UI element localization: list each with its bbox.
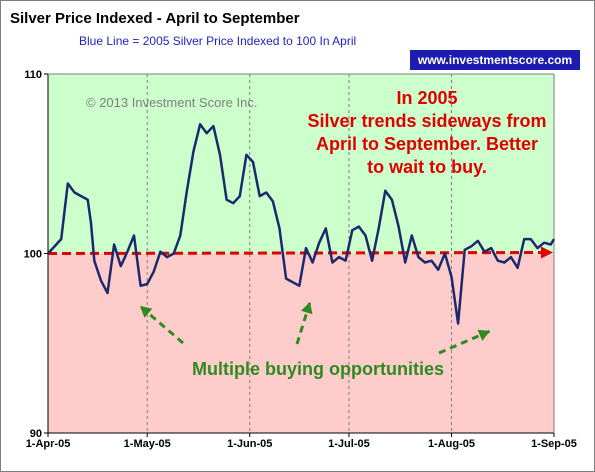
x-tick-label: 1-May-05 bbox=[124, 438, 171, 450]
annotation-red-line-1: In 2005 bbox=[396, 88, 457, 108]
annotation-red-line-2: Silver trends sideways from bbox=[307, 111, 546, 131]
y-tick-label: 100 bbox=[24, 249, 42, 261]
green-arrowhead bbox=[140, 306, 153, 318]
annotation-green-text: Multiple buying opportunities bbox=[192, 359, 444, 379]
series-line bbox=[47, 123, 556, 325]
site-badge-text: www.investmentscore.com bbox=[417, 53, 572, 67]
plot-area: 1-Apr-05 1-May-05 1-Jun-05 1-Jul-05 1-Aug-05… bbox=[24, 69, 577, 450]
copyright-text: © 2013 Investment Score Inc. bbox=[86, 95, 257, 110]
chart-subtitle: Blue Line = 2005 Silver Price Indexed to… bbox=[79, 34, 356, 48]
x-tick-label: 1-Jun-05 bbox=[227, 438, 272, 450]
y-tick-label: 90 bbox=[30, 428, 42, 440]
site-badge bbox=[410, 50, 580, 70]
lower-band bbox=[48, 253, 554, 433]
x-tick-label: 1-Aug-05 bbox=[428, 438, 475, 450]
green-arrowhead bbox=[477, 329, 490, 341]
green-arrow-shaft bbox=[438, 329, 491, 355]
baseline-arrowhead bbox=[541, 246, 553, 259]
upper-band bbox=[48, 74, 554, 254]
x-tick-label: 1-Apr-05 bbox=[26, 438, 71, 450]
buying-opportunity-arrows bbox=[139, 301, 491, 355]
x-tick-label: 1-Jul-05 bbox=[328, 438, 370, 450]
green-arrow-shaft bbox=[139, 304, 184, 345]
green-arrowhead bbox=[301, 302, 313, 315]
annotation-red-line-4: to wait to buy. bbox=[367, 157, 487, 177]
y-tick-label: 110 bbox=[24, 69, 42, 81]
annotation-red-line-3: April to September. Better bbox=[316, 134, 538, 154]
x-tick-label: 1-Sep-05 bbox=[531, 438, 577, 450]
chart-title: Silver Price Indexed - April to Septembe… bbox=[10, 10, 300, 27]
baseline-trend-line bbox=[47, 251, 545, 255]
